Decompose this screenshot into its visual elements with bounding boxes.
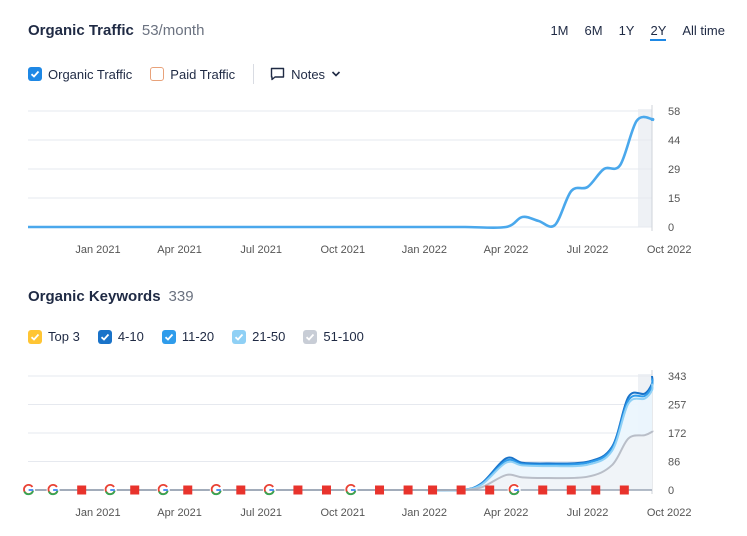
traffic-x-tick: Oct 2022: [647, 244, 692, 256]
legend-organic-traffic[interactable]: Organic Traffic: [28, 67, 132, 82]
traffic-y-tick: 15: [668, 193, 680, 205]
traffic-header: Organic Traffic 53/month: [28, 22, 204, 39]
organic-traffic-line: [28, 115, 655, 230]
legend-4-10[interactable]: 4-10: [97, 329, 144, 344]
keywords-x-tick: Oct 2022: [647, 507, 692, 519]
notes-dropdown[interactable]: Notes: [270, 67, 341, 82]
legend-organic-label: Organic Traffic: [48, 66, 133, 82]
checkbox-checked-icon[interactable]: [28, 329, 42, 344]
period-all-time[interactable]: All time: [682, 23, 725, 38]
traffic-x-tick: Jan 2021: [75, 244, 120, 256]
legend-paid-label: Paid Traffic: [170, 66, 236, 82]
traffic-x-tick: Jul 2022: [567, 244, 609, 256]
legend-top-3[interactable]: Top 3: [28, 329, 80, 344]
google-update-icon[interactable]: [344, 483, 358, 497]
google-update-icon[interactable]: [262, 483, 276, 497]
period-selector: 1M 6M 1Y 2Y All time: [550, 23, 725, 41]
flag-marker-icon[interactable]: [293, 485, 303, 495]
keywords-x-tick: Jan 2021: [75, 507, 120, 519]
chevron-down-icon: [331, 71, 341, 77]
google-update-icon[interactable]: [209, 483, 223, 497]
traffic-x-tick: Oct 2021: [320, 244, 365, 256]
legend-11-20[interactable]: 11-20: [161, 329, 215, 344]
traffic-legend: Organic Traffic Paid Traffic Notes: [28, 64, 341, 84]
traffic-x-tick: Jul 2021: [240, 244, 282, 256]
traffic-x-tick: Apr 2021: [157, 244, 202, 256]
traffic-x-tick: Apr 2022: [484, 244, 529, 256]
flag-marker-icon[interactable]: [428, 485, 438, 495]
traffic-y-tick: 44: [668, 135, 680, 147]
keywords-y-tick: 172: [668, 428, 686, 440]
period-1y[interactable]: 1Y: [618, 23, 635, 38]
legend-top-3-label: Top 3: [48, 329, 80, 344]
keywords-area-51-100: [28, 430, 653, 491]
keywords-y-tick: 257: [668, 400, 686, 412]
comment-icon: [270, 67, 285, 81]
legend-21-50-label: 21-50: [252, 329, 286, 344]
google-update-icon[interactable]: [46, 483, 60, 497]
legend-51-100[interactable]: 51-100: [303, 329, 364, 344]
traffic-y-tick: 0: [668, 222, 674, 234]
period-2y[interactable]: 2Y: [650, 23, 667, 41]
keywords-value: 339: [168, 288, 194, 305]
traffic-future-band: [638, 109, 652, 227]
period-1m[interactable]: 1M: [550, 23, 569, 38]
google-update-icon[interactable]: [156, 483, 170, 497]
flag-marker-icon[interactable]: [183, 485, 193, 495]
period-6m[interactable]: 6M: [584, 23, 603, 38]
flag-marker-icon[interactable]: [130, 485, 140, 495]
google-update-icon[interactable]: [507, 483, 521, 497]
keywords-x-tick: Jul 2021: [240, 507, 282, 519]
legend-51-100-label: 51-100: [323, 329, 364, 344]
checkbox-checked-icon[interactable]: [232, 329, 247, 344]
flag-marker-icon[interactable]: [403, 485, 413, 495]
flag-marker-icon[interactable]: [591, 485, 601, 495]
organic-traffic-chart: 58 44 29 15 0 Jan 2021 Apr 2021 Jul 2021 Oct 202…: [28, 105, 692, 256]
flag-marker-icon[interactable]: [538, 485, 548, 495]
keywords-title: Organic Keywords: [28, 288, 161, 305]
traffic-y-tick: 58: [668, 106, 680, 118]
flag-marker-icon[interactable]: [619, 485, 629, 495]
google-update-icon[interactable]: [103, 483, 117, 497]
flag-marker-icon[interactable]: [321, 485, 331, 495]
checkbox-checked-icon[interactable]: [161, 329, 176, 344]
legend-4-10-label: 4-10: [117, 329, 144, 344]
flag-marker-icon[interactable]: [236, 485, 246, 495]
flag-marker-icon[interactable]: [375, 485, 385, 495]
keywords-x-tick: Jul 2022: [567, 507, 609, 519]
notes-label: Notes: [291, 66, 326, 82]
keywords-legend: Top 3 4-10 11-20 21-50 51-100: [28, 329, 382, 344]
keywords-y-tick: 0: [668, 485, 674, 497]
flag-marker-icon[interactable]: [566, 485, 576, 495]
organic-keywords-chart: 343 257 172 86 0 Jan 2021 Apr 2021 Jul 2021 Oct …: [22, 370, 692, 519]
legend-paid-traffic[interactable]: Paid Traffic: [150, 67, 235, 82]
checkbox-checked-icon[interactable]: [97, 329, 112, 344]
keywords-x-tick: Oct 2021: [320, 507, 365, 519]
traffic-x-tick: Jan 2022: [402, 244, 447, 256]
flag-marker-icon[interactable]: [456, 485, 466, 495]
flag-marker-icon[interactable]: [485, 485, 495, 495]
traffic-title: Organic Traffic: [28, 22, 134, 39]
keywords-x-tick: Jan 2022: [402, 507, 447, 519]
keywords-x-tick: Apr 2021: [157, 507, 202, 519]
keywords-y-tick: 86: [668, 457, 680, 469]
checkbox-checked-icon[interactable]: [303, 329, 318, 344]
keywords-y-tick: 343: [668, 371, 686, 383]
checkbox-unchecked-icon[interactable]: [150, 67, 165, 81]
traffic-value: 53/month: [141, 22, 205, 39]
checkbox-checked-icon[interactable]: [28, 67, 42, 81]
keywords-x-tick: Apr 2022: [484, 507, 529, 519]
keywords-area-21-50: [28, 383, 653, 491]
legend-11-20-label: 11-20: [181, 329, 215, 344]
legend-divider: [253, 64, 255, 84]
legend-21-50[interactable]: 21-50: [232, 329, 285, 344]
flag-marker-icon[interactable]: [77, 485, 87, 495]
google-update-icon[interactable]: [22, 483, 36, 497]
keywords-header: Organic Keywords 339: [28, 288, 194, 305]
traffic-y-tick: 29: [668, 164, 680, 176]
